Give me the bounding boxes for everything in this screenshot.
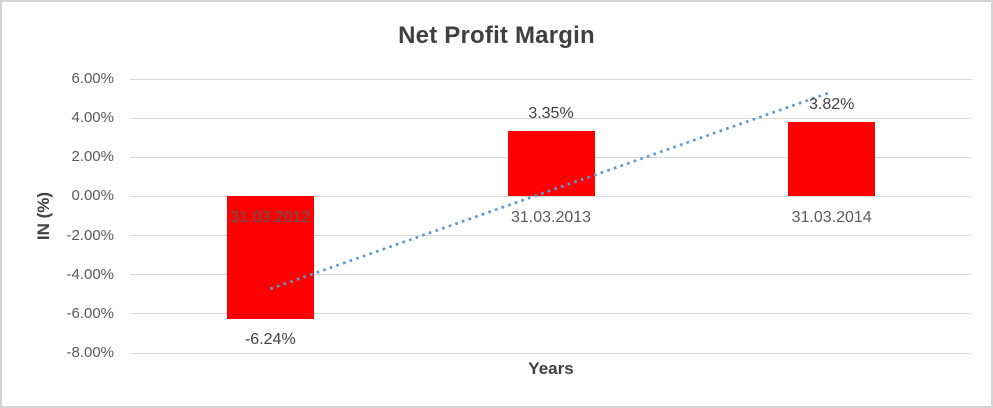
gridline [130, 78, 972, 80]
chart-title: Net Profit Margin [398, 22, 595, 49]
y-tick-label: 6.00% [71, 70, 114, 87]
y-tick-label: 0.00% [71, 187, 114, 205]
gridline [130, 352, 972, 354]
y-tick-label: -8.00% [66, 344, 114, 361]
y-tick-label: 4.00% [71, 109, 114, 127]
data-label: 3.82% [808, 95, 855, 113]
data-label: -6.24% [244, 330, 296, 348]
category-label: 31.03.2012 [230, 209, 311, 227]
gridline [130, 313, 972, 315]
y-tick-label: -4.00% [66, 265, 114, 283]
x-axis-title: Years [528, 359, 574, 378]
category-label: 31.03.2014 [791, 209, 872, 227]
category-label: 31.03.2013 [510, 209, 592, 227]
y-tick-label: -6.00% [66, 304, 114, 322]
data-label: 3.35% [528, 104, 574, 122]
y-tick-label: -2.00% [66, 226, 114, 244]
y-tick-label: 2.00% [71, 148, 114, 166]
